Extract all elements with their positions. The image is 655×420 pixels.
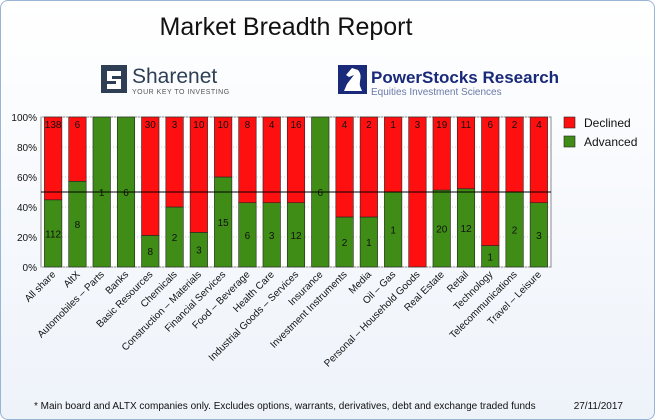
data-label: 4 (269, 120, 275, 131)
data-label: 10 (193, 120, 205, 131)
data-label: 6 (245, 231, 251, 242)
logo-tagline: YOUR KEY TO INVESTING (132, 89, 230, 96)
legend-label: Advanced (584, 135, 637, 149)
bar-segment (456, 116, 476, 190)
data-label: 1 (390, 120, 396, 131)
y-tick-label: 20% (17, 233, 37, 244)
data-label: 2 (366, 120, 372, 131)
data-label: 12 (290, 231, 302, 242)
powerstocks-logo: PowerStocks Research Equities Investment… (338, 65, 559, 98)
bar-segment (68, 116, 87, 182)
legend-label: Declined (584, 116, 631, 130)
bar-segment (44, 116, 63, 201)
data-label: 6 (75, 120, 81, 131)
data-label: 138 (45, 120, 62, 131)
data-label: 8 (148, 247, 154, 258)
bar-segment (238, 116, 257, 204)
data-label: 3 (172, 120, 178, 131)
bar-segment (189, 116, 208, 233)
data-label: 2 (512, 120, 518, 131)
bar-segment (432, 116, 451, 191)
data-label: 10 (218, 120, 230, 131)
bar-segment (529, 116, 548, 204)
data-label: 1 (390, 226, 396, 237)
data-label: 112 (45, 229, 61, 240)
bar-segment (141, 116, 160, 236)
bar-segment (286, 116, 306, 204)
data-label: 20 (436, 225, 448, 236)
data-label: 3 (415, 120, 421, 131)
logo-name: Sharenet (132, 65, 217, 88)
data-label: 15 (218, 218, 230, 229)
data-label: 2 (172, 233, 178, 244)
data-label: 12 (460, 224, 472, 235)
data-label: 3 (196, 246, 202, 257)
data-label: 19 (436, 120, 448, 131)
chart-title: Market Breadth Report (160, 13, 413, 41)
legend-swatch (563, 135, 576, 148)
bar-segment (214, 116, 233, 178)
data-label: 4 (536, 120, 542, 131)
data-label: 8 (245, 120, 251, 131)
y-tick-label: 60% (17, 173, 37, 184)
data-label: 3 (536, 231, 542, 242)
y-tick-label: 80% (17, 143, 37, 154)
logo-icon (107, 71, 121, 89)
data-label: 6 (123, 188, 129, 199)
data-label: 1 (488, 252, 494, 263)
sharenet-logo: Sharenet YOUR KEY TO INVESTING (101, 65, 230, 96)
data-label: 4 (342, 120, 348, 131)
data-label: 2 (342, 238, 348, 249)
bar-segment (335, 116, 354, 218)
data-label: 3 (269, 231, 275, 242)
footer-date: 27/11/2017 (574, 401, 624, 412)
legend-swatch (563, 116, 576, 129)
data-label: 6 (488, 120, 494, 131)
y-tick-label: 100% (11, 113, 37, 124)
bar-segment (481, 116, 500, 246)
logo-icon (344, 68, 362, 91)
footer-note: * Main board and ALTX companies only. Ex… (34, 401, 536, 412)
data-label: 6 (318, 188, 324, 199)
data-label: 30 (145, 120, 157, 131)
logo-tagline: Equities Investment Sciences (371, 87, 502, 98)
x-tick-label: All share (23, 269, 59, 305)
bar-segment (165, 116, 184, 208)
logo-name: PowerStocks Research (371, 68, 559, 87)
data-label: 1 (366, 238, 372, 249)
data-label: 1 (99, 188, 105, 199)
data-label: 8 (75, 220, 81, 231)
data-label: 11 (461, 120, 472, 131)
bar-segment (359, 116, 378, 218)
bar-segment (262, 116, 281, 204)
x-tick-label: AltX (62, 269, 83, 290)
data-label: 16 (290, 120, 302, 131)
y-tick-label: 40% (17, 203, 37, 214)
data-label: 2 (512, 226, 518, 237)
y-tick-label: 0% (23, 263, 38, 274)
